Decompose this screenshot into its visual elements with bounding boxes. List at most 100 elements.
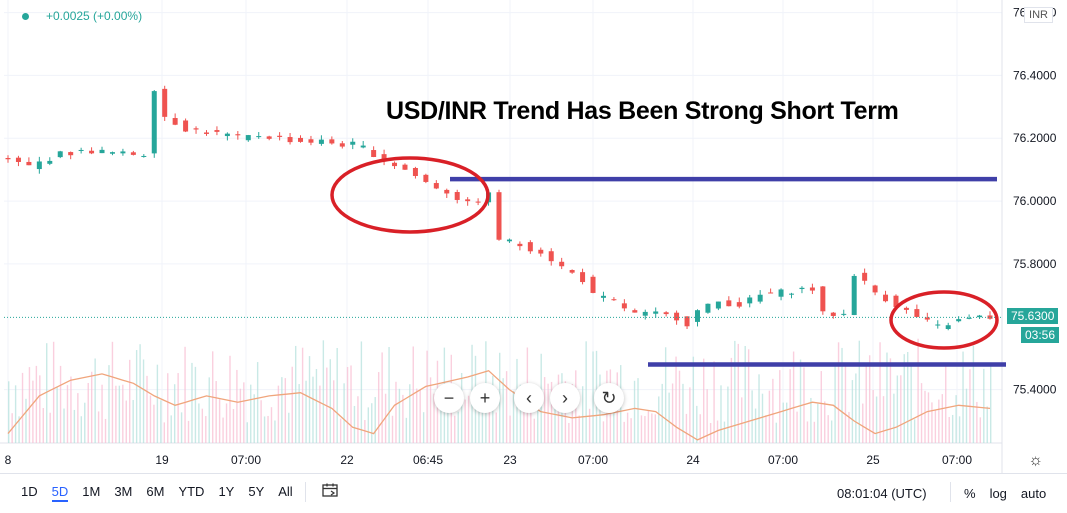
zoom-out-button[interactable]: − <box>434 383 464 413</box>
volume-bar <box>305 380 307 443</box>
candle-body <box>600 295 606 298</box>
candle-body <box>632 310 638 313</box>
volume-bar <box>66 385 69 443</box>
range-button-all[interactable]: All <box>278 484 293 499</box>
volume-bar <box>122 384 124 443</box>
volume-bar <box>256 362 259 443</box>
candle-body <box>862 272 868 281</box>
scale-option-auto[interactable]: auto <box>1020 486 1047 501</box>
volume-bar <box>28 367 31 443</box>
x-tick-label: 07:00 <box>768 453 798 467</box>
candle-body <box>89 150 95 154</box>
range-button-1m[interactable]: 1M <box>82 484 101 499</box>
range-button-1d[interactable]: 1D <box>21 484 38 499</box>
volume-bar <box>333 380 335 443</box>
range-button-5d[interactable]: 5D <box>51 484 69 502</box>
volume-bar <box>796 411 798 443</box>
volume-bar <box>205 416 207 443</box>
volume-bar <box>429 377 432 443</box>
volume-bar <box>613 397 615 443</box>
candle-body <box>715 301 721 309</box>
volume-bar <box>25 398 27 443</box>
candle-body <box>183 120 189 132</box>
range-button-5y[interactable]: 5Y <box>248 484 265 499</box>
scale-option-percent[interactable]: % <box>964 486 976 501</box>
volume-bar <box>889 358 892 443</box>
volume-bar <box>467 395 470 443</box>
candle-body <box>47 160 53 164</box>
scale-option-log[interactable]: log <box>989 486 1007 501</box>
volume-bar <box>872 390 874 443</box>
volume-bar <box>533 418 535 443</box>
candle-body <box>966 317 972 319</box>
range-button-6m[interactable]: 6M <box>146 484 165 499</box>
volume-bar <box>851 380 854 443</box>
volume-bar <box>782 402 784 443</box>
volume-bar <box>879 342 881 443</box>
x-tick-label: 24 <box>686 453 700 467</box>
volume-bar <box>537 393 539 443</box>
range-button-1y[interactable]: 1Y <box>218 484 235 499</box>
scroll-forward-button[interactable]: › <box>550 383 580 413</box>
candle-body <box>747 297 753 304</box>
candle-body <box>68 152 74 156</box>
candle-body <box>736 302 742 307</box>
volume-bar <box>250 384 252 443</box>
scroll-back-button[interactable]: ‹ <box>514 383 544 413</box>
legend: +0.0025 (+0.00%) <box>22 9 142 23</box>
volume-bar <box>827 415 829 443</box>
x-tick-label: 23 <box>503 453 517 467</box>
volume-bar <box>924 390 926 443</box>
volume-bar <box>87 382 89 443</box>
candle-body <box>924 317 930 320</box>
volume-bar <box>198 403 200 443</box>
volume-bar <box>395 381 397 443</box>
volume-bar <box>447 390 449 443</box>
currency-label[interactable]: INR <box>1024 7 1053 23</box>
x-tick-label: 8 <box>5 453 12 467</box>
candle-body <box>120 151 126 154</box>
volume-bar <box>97 411 100 443</box>
volume-bar <box>274 420 276 443</box>
candle-body <box>496 192 502 240</box>
volume-bar <box>986 406 988 443</box>
volume-bar <box>77 393 79 443</box>
volume-bar <box>163 422 165 443</box>
reset-chart-button[interactable]: ↻ <box>594 383 624 413</box>
candle-body <box>872 285 878 293</box>
volume-bar <box>218 399 221 443</box>
y-tick-label: 75.8000 <box>1013 257 1057 271</box>
volume-bar <box>903 354 905 443</box>
volume-bar <box>990 362 992 443</box>
volume-bar <box>685 413 688 443</box>
settings-gear-icon[interactable]: ☼ <box>1028 452 1043 469</box>
zoom-in-button[interactable]: + <box>470 383 500 413</box>
volume-bar <box>875 396 878 443</box>
volume-bar <box>913 419 916 443</box>
candle-body <box>977 315 983 318</box>
volume-bar <box>696 405 698 443</box>
volume-bar <box>8 381 10 443</box>
utc-clock[interactable]: 08:01:04 (UTC) <box>837 486 927 501</box>
volume-bar <box>810 397 812 443</box>
candle-body <box>914 309 920 317</box>
volume-bar <box>32 380 34 443</box>
candle-body <box>789 293 795 295</box>
volume-bar <box>938 399 940 443</box>
volume-bar <box>568 422 570 443</box>
volume-bar <box>42 408 44 443</box>
candle-body <box>141 155 147 157</box>
volume-bar <box>734 340 736 443</box>
volume-bar <box>730 357 733 443</box>
volume-bar <box>920 383 923 443</box>
volume-bar <box>772 378 774 443</box>
volume-bar <box>142 359 145 443</box>
candle-body <box>580 272 586 283</box>
date-range-icon[interactable] <box>322 483 338 497</box>
volume-bar <box>433 393 435 443</box>
range-button-ytd[interactable]: YTD <box>178 484 205 499</box>
volume-bar <box>671 383 674 443</box>
range-button-3m[interactable]: 3M <box>114 484 133 499</box>
candle-body <box>444 189 450 194</box>
